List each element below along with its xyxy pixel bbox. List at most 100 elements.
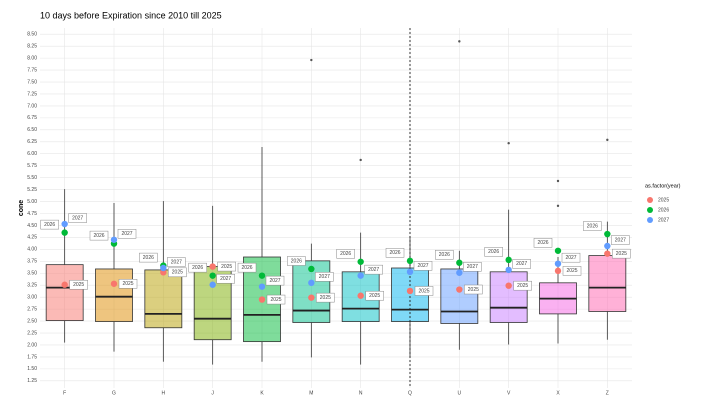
point-label-box	[512, 259, 531, 269]
point-label: 2026	[488, 249, 499, 255]
y-tick-label: 5.00	[27, 199, 37, 205]
point-label-box	[562, 266, 582, 276]
y-tick-label: 2.00	[27, 342, 37, 348]
x-tick-label: V	[507, 390, 511, 396]
point	[554, 247, 562, 254]
point-label: 2027	[467, 264, 478, 270]
y-tick-label: 1.25	[27, 378, 37, 384]
point-label-box	[40, 219, 59, 230]
point	[406, 268, 414, 276]
point-label: 2026	[537, 240, 548, 246]
point-label: 2025	[172, 270, 183, 276]
point	[61, 281, 68, 288]
point-label-box	[413, 261, 433, 271]
point-label: 2026	[143, 255, 154, 261]
point	[604, 230, 611, 238]
point	[456, 286, 463, 293]
point-label: 2025	[73, 282, 84, 288]
point	[604, 250, 611, 257]
point-label: 2026	[439, 252, 450, 258]
y-tick-label: 4.00	[27, 247, 37, 253]
x-tick-label: K	[260, 390, 264, 396]
point-label-box	[583, 221, 602, 231]
point-label: 2025	[517, 283, 528, 289]
point-label: 2025	[418, 288, 429, 294]
y-tick-label: 7.00	[27, 103, 37, 109]
point-label-box	[484, 247, 503, 257]
point-label: 2026	[291, 258, 302, 264]
point	[505, 282, 512, 289]
point-label: 2027	[319, 274, 330, 280]
outlier	[606, 138, 609, 142]
box	[45, 264, 84, 321]
y-tick-label: 2.50	[27, 318, 37, 324]
point	[308, 279, 315, 287]
x-tick-label: Z	[606, 390, 609, 396]
x-tick-label: U	[458, 390, 462, 396]
point	[357, 272, 364, 279]
point-label: 2026	[44, 222, 55, 228]
y-tick-label: 7.25	[27, 91, 37, 97]
outlier	[556, 204, 560, 208]
outlier	[556, 179, 560, 183]
y-tick-label: 7.50	[27, 79, 37, 85]
point-label: 2027	[269, 278, 280, 284]
point	[110, 236, 118, 243]
point-label: 2026	[587, 223, 598, 229]
point	[456, 259, 463, 266]
point	[160, 264, 167, 272]
point	[258, 272, 266, 279]
point	[456, 269, 463, 276]
point-label: 2027	[220, 276, 231, 282]
point	[505, 256, 512, 264]
point-label-box	[117, 229, 137, 239]
point-label-box	[168, 267, 187, 278]
point	[308, 294, 315, 301]
y-tick-label: 3.00	[27, 294, 37, 300]
point-label-box	[167, 257, 186, 267]
point	[406, 287, 414, 295]
point-label-box	[188, 262, 207, 273]
point-label: 2025	[616, 251, 627, 257]
point-label: 2027	[516, 261, 527, 267]
x-tick-label: M	[309, 390, 313, 396]
outlier	[359, 158, 362, 162]
point-label: 2025	[369, 293, 380, 299]
plot-background	[40, 28, 632, 388]
point	[406, 257, 414, 265]
point-label-box	[365, 290, 384, 301]
point	[258, 283, 266, 290]
point-label-box	[611, 235, 630, 245]
box	[440, 268, 479, 324]
x-tick-label: G	[112, 390, 116, 396]
point-label: 2026	[241, 265, 252, 271]
y-tick-label: 5.50	[27, 175, 37, 181]
y-tick-label: 2.75	[27, 306, 37, 312]
point-label-box	[414, 286, 434, 296]
point-label-box	[216, 273, 235, 284]
box	[489, 271, 528, 323]
point-label-box	[265, 275, 285, 286]
y-tick-label: 6.00	[27, 151, 37, 157]
point-label-box	[364, 264, 383, 275]
y-tick-label: 8.50	[27, 32, 37, 38]
point	[505, 266, 512, 274]
point-label-box	[118, 279, 138, 289]
point-label-box	[237, 262, 257, 273]
y-tick-label: 4.50	[27, 223, 37, 229]
y-tick-label: 4.25	[27, 235, 37, 241]
point-label-box	[561, 252, 581, 263]
y-tick-label: 5.25	[27, 187, 37, 193]
outlier	[458, 40, 461, 43]
outlier	[310, 58, 313, 62]
point-label: 2027	[171, 259, 182, 265]
y-tick-label: 3.50	[27, 271, 37, 277]
y-tick-label: 7.75	[27, 67, 37, 73]
point-label-box	[385, 248, 405, 258]
point-label: 2025	[221, 264, 232, 270]
point	[61, 220, 68, 228]
x-tick-label: J	[211, 390, 214, 396]
legend-marker	[647, 207, 653, 213]
point-label-box	[287, 256, 306, 266]
